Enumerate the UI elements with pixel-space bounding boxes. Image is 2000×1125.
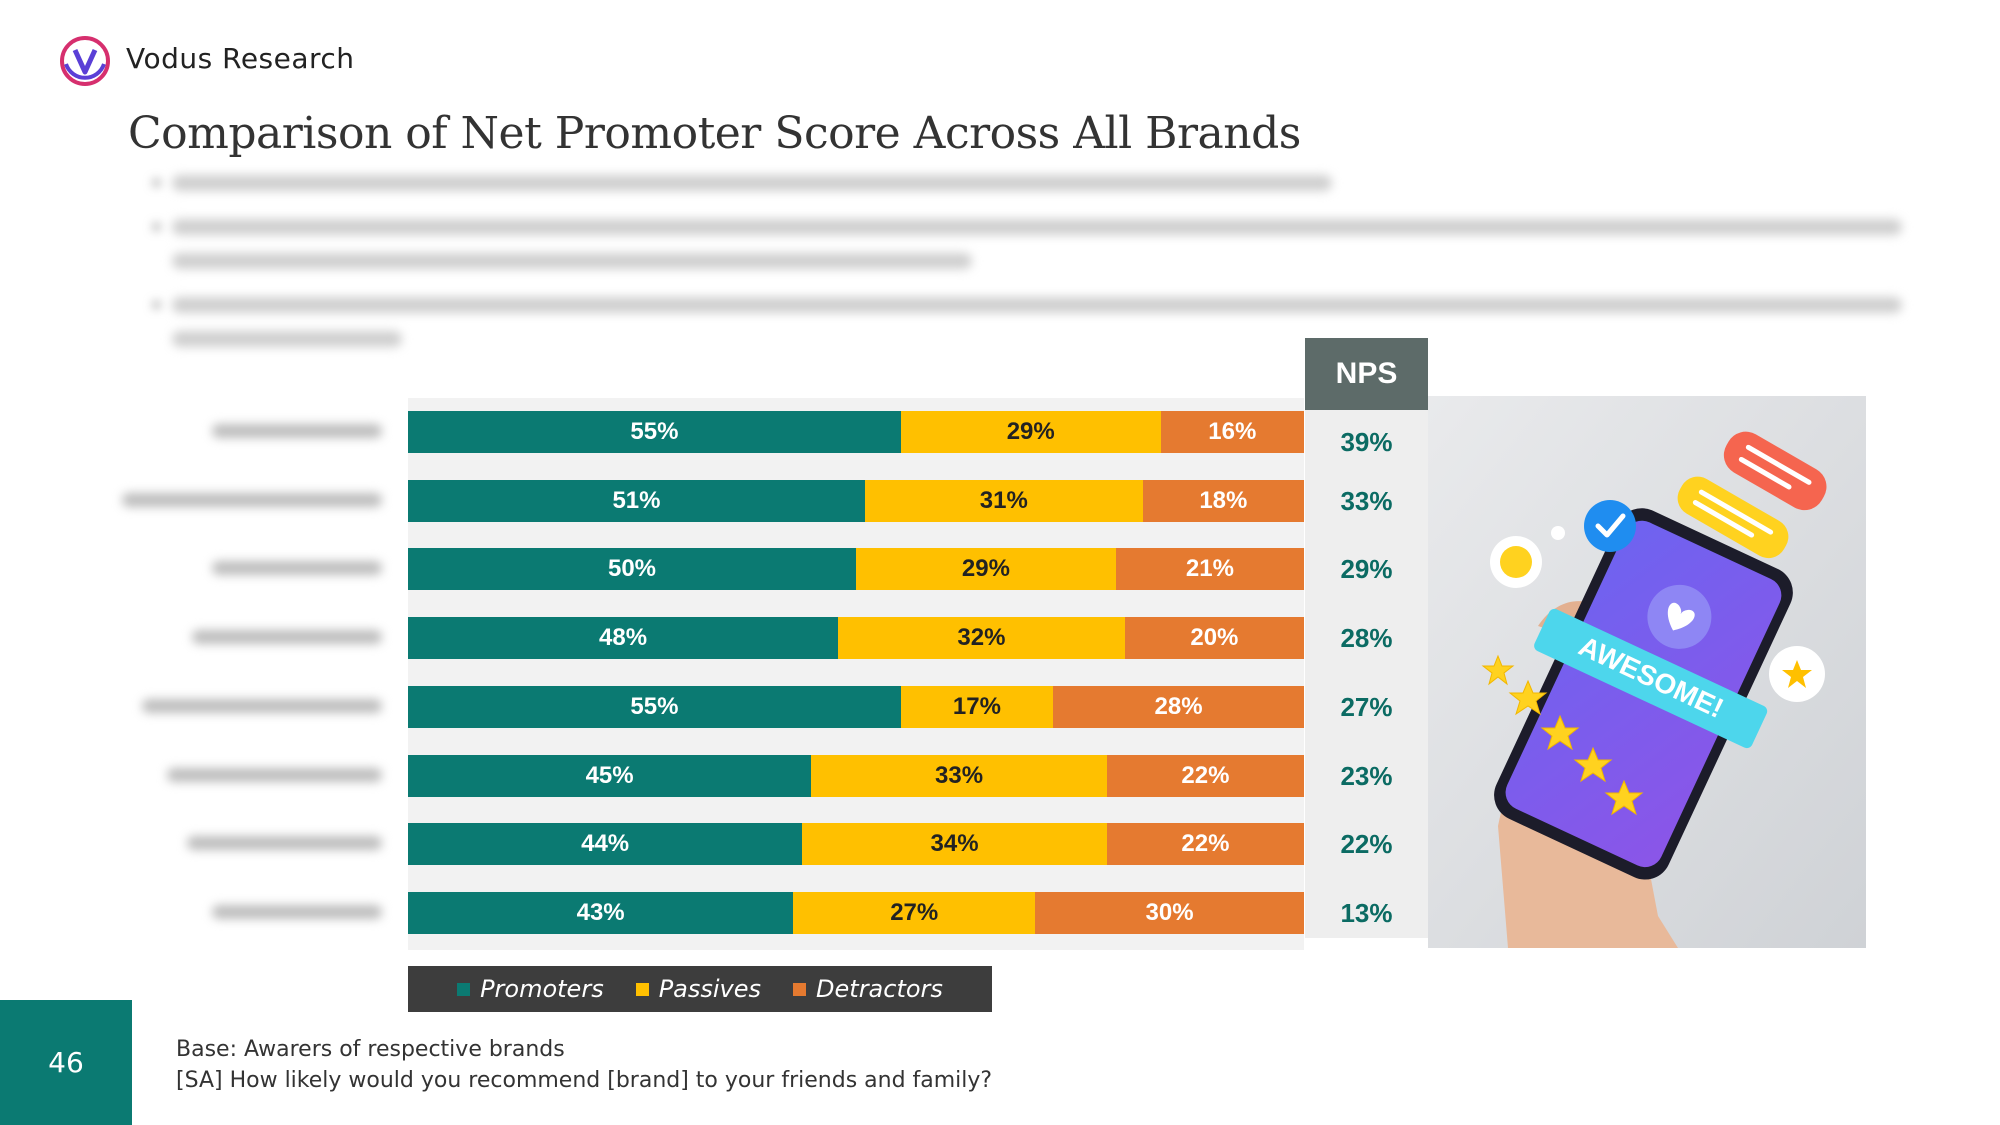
footnote: Base: Awarers of respective brands [SA] … (176, 1034, 992, 1096)
bar-row: 48% 32% 20% (408, 617, 1304, 660)
legend-item-promoters: Promoters (457, 975, 604, 1003)
nps-value: 22% (1340, 829, 1393, 860)
bar-row: 55% 17% 28% (408, 685, 1304, 728)
nps-header: NPS (1305, 338, 1428, 410)
legend-swatch (793, 982, 807, 996)
bar-promoters: 55% (408, 685, 901, 728)
phone-review-illustration: AWESOME! (1428, 396, 1866, 948)
brand-label (102, 765, 382, 787)
bar-row: 43% 27% 30% (408, 891, 1304, 934)
legend-item-passives: Passives (635, 975, 762, 1003)
nps-value: 27% (1340, 691, 1393, 722)
brand-label (102, 558, 382, 580)
bar-detractors: 28% (1053, 685, 1304, 728)
bar-detractors: 21% (1115, 548, 1304, 591)
bar-detractors: 16% (1160, 411, 1304, 453)
chart-legend: Promoters Passives Detractors (408, 966, 992, 1012)
bar-passives: 29% (856, 548, 1116, 591)
legend-item-detractors: Detractors (793, 975, 943, 1003)
brand-label (102, 421, 382, 443)
company-name: Vodus Research (126, 42, 355, 75)
bar-row: 44% 34% 22% (408, 823, 1304, 866)
vodus-logo-icon (60, 36, 110, 86)
nps-value: 29% (1340, 554, 1393, 585)
bar-passives: 31% (864, 479, 1143, 522)
bar-promoters: 45% (408, 754, 812, 797)
bar-promoters: 55% (408, 411, 901, 453)
bar-row: 50% 29% 21% (408, 548, 1304, 591)
bar-passives: 27% (793, 891, 1036, 934)
brand-label (102, 627, 382, 649)
legend-label: Detractors (816, 975, 943, 1003)
nps-value: 33% (1340, 485, 1393, 516)
nps-column (1305, 410, 1428, 938)
bar-detractors: 18% (1142, 479, 1304, 522)
bar-passives: 33% (811, 754, 1107, 797)
bar-promoters: 48% (408, 617, 839, 660)
insights-list: ​ ​ ​ (150, 168, 1910, 368)
bar-promoters: 51% (408, 479, 865, 522)
brand-label (102, 490, 382, 512)
brand-label (102, 902, 382, 924)
footnote-question: [SA] How likely would you recommend [bra… (176, 1068, 993, 1093)
bar-row: 55% 29% 16% (408, 411, 1304, 453)
bar-passives: 17% (900, 685, 1054, 728)
bar-detractors: 22% (1106, 754, 1304, 797)
bar-passives: 29% (900, 411, 1161, 453)
legend-label: Promoters (480, 975, 604, 1003)
bar-promoters: 50% (408, 548, 856, 591)
bar-row: 45% 33% 22% (408, 754, 1304, 797)
bar-row: 51% 31% 18% (408, 479, 1304, 522)
page-number: 46 (0, 1000, 132, 1125)
nps-value: 39% (1340, 427, 1393, 457)
insight-item: ​ (150, 212, 1910, 280)
bar-promoters: 44% (408, 823, 803, 866)
legend-swatch (457, 982, 471, 996)
bar-detractors: 20% (1124, 617, 1304, 660)
insight-item: ​ (150, 168, 1910, 202)
insight-item: ​ (150, 290, 1910, 358)
bar-detractors: 30% (1035, 891, 1304, 934)
legend-swatch (635, 982, 649, 996)
brand-label (102, 696, 382, 718)
brand-label (102, 833, 382, 855)
bar-passives: 32% (838, 617, 1125, 660)
nps-value: 13% (1340, 897, 1393, 928)
legend-label: Passives (658, 975, 762, 1003)
bar-detractors: 22% (1106, 823, 1304, 866)
bar-passives: 34% (802, 823, 1107, 866)
footnote-base: Base: Awarers of respective brands (176, 1037, 565, 1062)
nps-value: 23% (1340, 760, 1393, 791)
page-title: Comparison of Net Promoter Score Across … (128, 108, 1301, 159)
bar-promoters: 43% (408, 891, 794, 934)
nps-value: 28% (1340, 623, 1393, 654)
